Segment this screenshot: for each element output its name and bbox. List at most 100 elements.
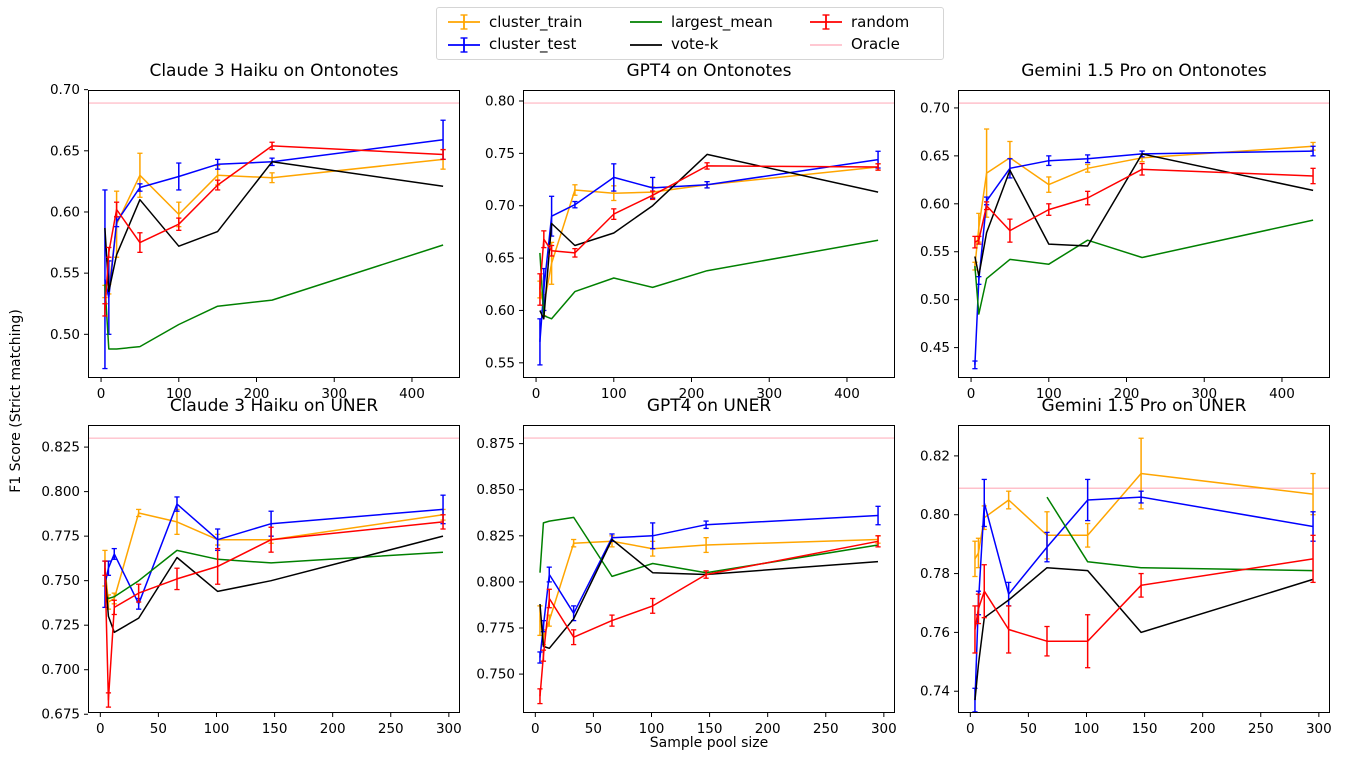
subplot-title: Claude 3 Haiku on UNER [169,396,379,416]
vote-k-line-icon [630,43,662,46]
legend-item-random: random [809,12,939,32]
legend-item-largest-mean: largest_mean [629,12,809,32]
svg-text:200: 200 [755,721,781,737]
svg-text:400: 400 [834,386,860,402]
cluster-train-errorbar-icon [448,14,480,30]
subplot-gemini-1-5-pro-on-ontonotes: Gemini 1.5 Pro on Ontonotes 0 100 200 300 40… [920,61,1330,402]
legend-label: Oracle [851,35,900,54]
svg-text:0.850: 0.850 [476,482,515,498]
svg-text:250: 250 [813,721,839,737]
svg-text:50: 50 [150,721,167,737]
svg-text:0.70: 0.70 [485,198,515,214]
largest-mean-line-icon [630,21,662,24]
svg-text:0: 0 [97,386,106,402]
svg-text:250: 250 [1248,721,1274,737]
svg-text:0: 0 [966,721,975,737]
svg-text:0: 0 [967,386,976,402]
svg-text:0.775: 0.775 [476,621,515,637]
claude-3-haiku-on-ontonotes-chart: 0 100 200 300 400 0.50 0.55 0.60 0.65 0.70 [50,82,460,402]
svg-text:0.78: 0.78 [920,566,950,582]
svg-text:0.60: 0.60 [485,303,515,319]
subplot-claude-3-haiku-on-uner: Claude 3 Haiku on UNER 0 50 100 150 200 250 30… [41,396,462,737]
subplot-gemini-1-5-pro-on-uner: Gemini 1.5 Pro on UNER 0 50 100 150 200 250 30… [920,396,1332,737]
legend-label: largest_mean [671,12,773,31]
svg-text:200: 200 [1190,721,1216,737]
svg-text:0.800: 0.800 [476,574,515,590]
svg-text:0.65: 0.65 [50,143,80,159]
svg-text:0.50: 0.50 [920,292,950,308]
svg-text:300: 300 [436,721,462,737]
subplot-title: Gemini 1.5 Pro on Ontonotes [1021,61,1267,81]
svg-text:0.55: 0.55 [920,244,950,260]
random-errorbar-icon [810,14,842,30]
gpt4-on-ontonotes-chart: 0 100 200 300 400 0.55 0.60 0.65 0.70 0.75 0.80 [485,90,895,402]
svg-text:0.800: 0.800 [41,484,80,500]
gemini-1-5-pro-on-uner-chart: 0 50 100 150 200 250 300 0.74 0.76 0.78 0.80 0.82 [920,425,1332,737]
svg-text:50: 50 [1020,721,1037,737]
svg-text:0.60: 0.60 [920,196,950,212]
legend-label: cluster_train [489,12,583,31]
svg-text:200: 200 [1114,386,1140,402]
svg-text:0.875: 0.875 [476,436,515,452]
svg-text:300: 300 [871,721,897,737]
legend-label: cluster_test [489,35,577,54]
svg-text:300: 300 [1191,386,1217,402]
svg-text:100: 100 [1074,721,1100,737]
svg-text:0: 0 [96,721,105,737]
svg-text:300: 300 [756,386,782,402]
claude-3-haiku-on-uner-chart: 0 50 100 150 200 250 300 0.675 0.700 0.725 0.750 0.… [41,425,462,737]
svg-text:0.80: 0.80 [485,93,515,109]
subplot-title: Claude 3 Haiku on Ontonotes [149,61,399,81]
svg-text:0.55: 0.55 [50,266,80,282]
y-axis-label: F1 Score (Strict matching) [8,309,24,493]
svg-text:100: 100 [166,386,192,402]
cluster-test-errorbar-icon [448,37,480,53]
svg-text:250: 250 [378,721,404,737]
svg-text:200: 200 [679,386,705,402]
svg-text:0.825: 0.825 [41,440,80,456]
svg-text:0.70: 0.70 [50,82,80,98]
legend-label: vote-k [671,35,719,54]
subplot-claude-3-haiku-on-ontonotes: Claude 3 Haiku on Ontonotes 0 100 200 300 40… [50,61,460,402]
svg-text:0.45: 0.45 [920,340,950,356]
svg-text:150: 150 [697,721,723,737]
svg-text:0.55: 0.55 [485,355,515,371]
svg-text:100: 100 [204,721,230,737]
svg-text:300: 300 [1306,721,1332,737]
svg-text:150: 150 [1132,721,1158,737]
subplot-gpt4-on-uner: GPT4 on UNER 0 50 100 150 200 250 300 0.750 0.77… [476,396,897,737]
legend-item-cluster-train: cluster_train [447,12,629,32]
svg-text:100: 100 [601,386,627,402]
svg-text:0.750: 0.750 [41,573,80,589]
subplot-title: GPT4 on Ontonotes [626,61,792,81]
svg-text:0.70: 0.70 [920,100,950,116]
svg-text:0.60: 0.60 [50,204,80,220]
svg-text:0: 0 [532,386,541,402]
svg-text:0.675: 0.675 [41,707,80,723]
svg-text:400: 400 [399,386,425,402]
oracle-line-icon [810,43,842,46]
svg-text:200: 200 [320,721,346,737]
svg-text:0.82: 0.82 [920,448,950,464]
svg-text:100: 100 [639,721,665,737]
x-axis-label: Sample pool size [649,735,769,751]
legend-item-cluster-test: cluster_test [447,35,629,55]
subplot-title: GPT4 on UNER [646,396,772,416]
svg-text:200: 200 [244,386,270,402]
subplot-title: Gemini 1.5 Pro on UNER [1041,396,1247,416]
svg-text:0.80: 0.80 [920,507,950,523]
svg-text:0.75: 0.75 [485,146,515,162]
svg-text:0.700: 0.700 [41,662,80,678]
svg-text:50: 50 [585,721,602,737]
svg-text:300: 300 [321,386,347,402]
svg-text:0.65: 0.65 [485,251,515,267]
legend-item-vote-k: vote-k [629,35,809,55]
svg-text:150: 150 [262,721,288,737]
svg-text:400: 400 [1269,386,1295,402]
gpt4-on-uner-chart: 0 50 100 150 200 250 300 0.750 0.775 0.800 0.825 0.… [476,425,897,737]
legend-item-oracle: Oracle [809,35,939,55]
svg-text:0.74: 0.74 [920,684,950,700]
legend-label: random [851,12,910,31]
svg-text:0.725: 0.725 [41,618,80,634]
